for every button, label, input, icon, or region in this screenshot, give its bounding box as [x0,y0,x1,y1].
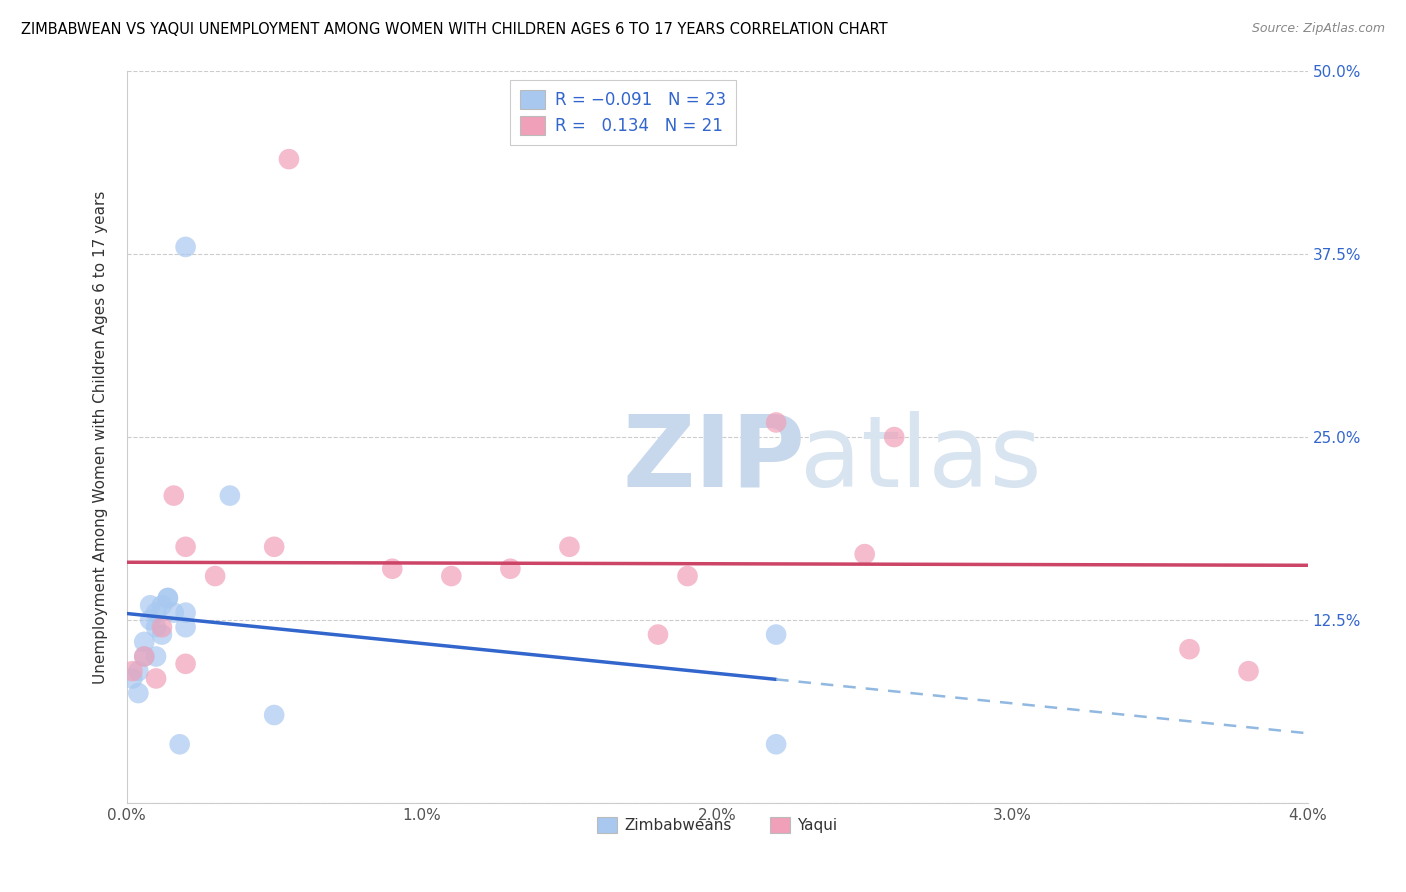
Point [174,606,197,620]
Point [174,620,197,634]
Point [765,416,787,430]
Point [156,591,179,605]
Point [127,664,149,678]
Point [440,569,463,583]
Point [134,649,156,664]
Point [676,569,699,583]
Point [219,489,242,503]
Point [139,613,162,627]
Legend: Zimbabweans, Yaqui: Zimbabweans, Yaqui [591,811,844,839]
Point [174,657,197,671]
Text: ZIP: ZIP [623,410,806,508]
Point [174,240,197,254]
Point [558,540,581,554]
Point [134,635,156,649]
Point [204,569,226,583]
Point [169,737,191,751]
Point [499,562,522,576]
Text: ZIMBABWEAN VS YAQUI UNEMPLOYMENT AMONG WOMEN WITH CHILDREN AGES 6 TO 17 YEARS CO: ZIMBABWEAN VS YAQUI UNEMPLOYMENT AMONG W… [21,22,887,37]
Point [134,649,156,664]
Y-axis label: Unemployment Among Women with Children Ages 6 to 17 years: Unemployment Among Women with Children A… [93,190,108,684]
Point [174,540,197,554]
Point [263,708,285,723]
Point [381,562,404,576]
Point [145,672,167,686]
Point [139,599,162,613]
Point [765,737,787,751]
Point [127,686,149,700]
Point [150,627,173,641]
Point [150,620,173,634]
Point [145,620,167,634]
Point [1178,642,1201,657]
Point [263,540,285,554]
Point [853,547,876,561]
Point [883,430,905,444]
Point [163,606,186,620]
Point [121,672,143,686]
Point [163,489,186,503]
Text: Source: ZipAtlas.com: Source: ZipAtlas.com [1251,22,1385,36]
Point [647,627,669,641]
Point [145,649,167,664]
Point [1237,664,1260,678]
Point [156,591,179,605]
Point [145,606,167,620]
Point [278,152,301,166]
Point [150,599,173,613]
Point [121,664,143,678]
Text: atlas: atlas [800,410,1042,508]
Point [765,627,787,641]
